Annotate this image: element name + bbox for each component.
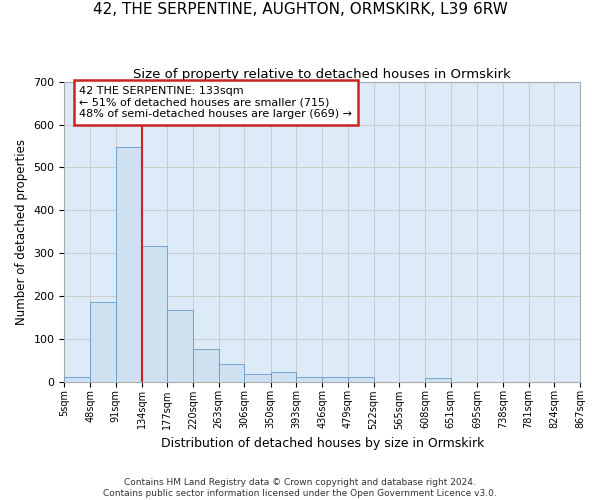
Title: Size of property relative to detached houses in Ormskirk: Size of property relative to detached ho… — [133, 68, 511, 80]
Bar — [142, 246, 167, 382]
Bar — [271, 372, 296, 382]
Bar — [425, 378, 451, 382]
Bar — [193, 350, 219, 382]
Text: 42, THE SERPENTINE, AUGHTON, ORMSKIRK, L39 6RW: 42, THE SERPENTINE, AUGHTON, ORMSKIRK, L… — [92, 2, 508, 18]
Bar — [64, 377, 90, 382]
Bar — [322, 377, 348, 382]
Bar — [167, 310, 193, 382]
Bar — [219, 364, 244, 382]
Bar — [348, 377, 374, 382]
Text: 42 THE SERPENTINE: 133sqm
← 51% of detached houses are smaller (715)
48% of semi: 42 THE SERPENTINE: 133sqm ← 51% of detac… — [79, 86, 352, 119]
Bar — [90, 302, 116, 382]
X-axis label: Distribution of detached houses by size in Ormskirk: Distribution of detached houses by size … — [161, 437, 484, 450]
Bar — [296, 377, 322, 382]
Bar — [244, 374, 271, 382]
Bar — [116, 147, 142, 382]
Y-axis label: Number of detached properties: Number of detached properties — [15, 138, 28, 324]
Text: Contains HM Land Registry data © Crown copyright and database right 2024.
Contai: Contains HM Land Registry data © Crown c… — [103, 478, 497, 498]
